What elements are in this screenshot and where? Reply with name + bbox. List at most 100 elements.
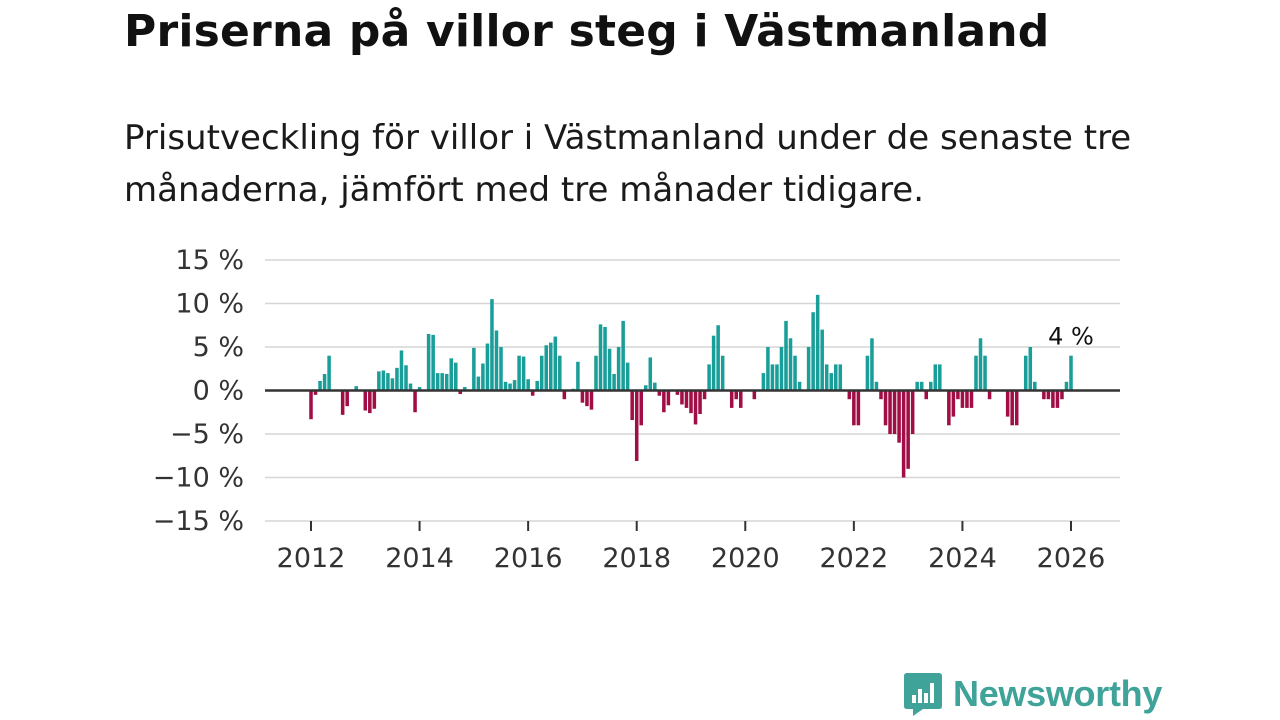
bar bbox=[888, 390, 892, 434]
bar bbox=[960, 390, 965, 408]
bar bbox=[345, 390, 349, 407]
bar bbox=[847, 390, 852, 400]
bar bbox=[987, 390, 992, 400]
newsworthy-logo[interactable]: Newsworthy bbox=[903, 670, 1162, 718]
brand-name: Newsworthy bbox=[953, 673, 1163, 714]
bar bbox=[390, 378, 395, 391]
bar bbox=[834, 364, 838, 391]
bar bbox=[313, 390, 318, 395]
x-axis: 2012 2014 2016 2018 2020 2022 2024 2026 bbox=[265, 389, 1120, 574]
bar bbox=[956, 390, 960, 400]
x-tick-label: 2016 bbox=[494, 543, 563, 574]
bar bbox=[431, 334, 435, 391]
bar bbox=[793, 355, 797, 391]
bar bbox=[598, 324, 603, 391]
y-tick-label: 0 % bbox=[193, 376, 244, 407]
bar bbox=[530, 390, 535, 396]
bar bbox=[1055, 390, 1060, 408]
bar bbox=[377, 371, 381, 391]
bar bbox=[838, 364, 843, 391]
bar bbox=[761, 373, 766, 391]
bar bbox=[395, 367, 399, 391]
bar bbox=[363, 390, 368, 411]
bar bbox=[517, 355, 521, 391]
bar bbox=[929, 381, 933, 391]
bar bbox=[865, 355, 870, 391]
bar bbox=[1010, 390, 1014, 426]
x-tick-label: 2022 bbox=[819, 543, 888, 574]
bar bbox=[653, 382, 657, 391]
bar bbox=[675, 390, 680, 395]
bar bbox=[811, 312, 815, 391]
bar bbox=[693, 390, 698, 425]
bar bbox=[544, 345, 548, 391]
bar bbox=[915, 381, 919, 391]
bar bbox=[526, 379, 530, 391]
bar bbox=[698, 390, 702, 414]
y-tick-label: 10 % bbox=[175, 289, 244, 320]
bar bbox=[666, 390, 671, 406]
bar bbox=[630, 390, 634, 421]
bar bbox=[1033, 381, 1037, 391]
x-tick-label: 2024 bbox=[928, 543, 997, 574]
bar bbox=[508, 383, 512, 391]
bar bbox=[874, 381, 879, 391]
bar bbox=[662, 390, 666, 413]
bar bbox=[458, 390, 463, 394]
bar bbox=[1042, 390, 1046, 400]
bar bbox=[969, 390, 974, 408]
bar bbox=[589, 390, 594, 410]
bar bbox=[553, 336, 558, 391]
y-tick-label: 15 % bbox=[175, 245, 244, 276]
bar bbox=[775, 364, 779, 391]
bar bbox=[680, 390, 684, 405]
bar bbox=[951, 390, 956, 417]
y-tick-label: 5 % bbox=[193, 332, 244, 363]
bar bbox=[472, 347, 476, 391]
bar bbox=[340, 390, 345, 415]
y-tick-label: −15 % bbox=[153, 506, 244, 537]
bar bbox=[820, 329, 824, 391]
bar bbox=[354, 386, 358, 391]
bar bbox=[1051, 390, 1055, 408]
x-tick-label: 2012 bbox=[277, 543, 346, 574]
bar bbox=[897, 390, 901, 443]
bar bbox=[906, 390, 910, 469]
last-value-label: 4 % bbox=[1048, 323, 1094, 351]
bar bbox=[924, 390, 928, 400]
bar bbox=[779, 347, 784, 391]
bar bbox=[535, 380, 539, 391]
bar bbox=[815, 294, 820, 391]
bar bbox=[1064, 381, 1069, 391]
bar bbox=[766, 347, 770, 391]
bar bbox=[648, 357, 653, 391]
bar bbox=[716, 325, 720, 391]
bar bbox=[399, 350, 404, 391]
bar bbox=[318, 380, 322, 391]
bar bbox=[711, 335, 716, 391]
bar bbox=[503, 381, 508, 391]
y-tick-label: −10 % bbox=[153, 463, 244, 494]
bar bbox=[426, 333, 431, 391]
bar bbox=[381, 370, 386, 391]
x-tick-label: 2018 bbox=[602, 543, 671, 574]
bar bbox=[444, 373, 449, 391]
bar bbox=[435, 373, 440, 391]
bar bbox=[585, 390, 589, 407]
bar bbox=[901, 390, 906, 478]
bar bbox=[562, 390, 567, 400]
y-tick-label: −5 % bbox=[170, 419, 244, 450]
bar bbox=[702, 390, 707, 400]
bar bbox=[870, 338, 874, 391]
bar bbox=[639, 390, 643, 426]
bar bbox=[919, 381, 924, 391]
bar bbox=[938, 364, 942, 391]
bar bbox=[580, 390, 585, 403]
bar bbox=[463, 387, 467, 391]
bar bbox=[644, 385, 648, 391]
bar bbox=[408, 383, 413, 391]
bar bbox=[404, 365, 408, 391]
bar bbox=[965, 390, 969, 408]
y-axis-labels: 15 % 10 % 5 % 0 % −5 % −10 % −15 % bbox=[153, 245, 244, 537]
